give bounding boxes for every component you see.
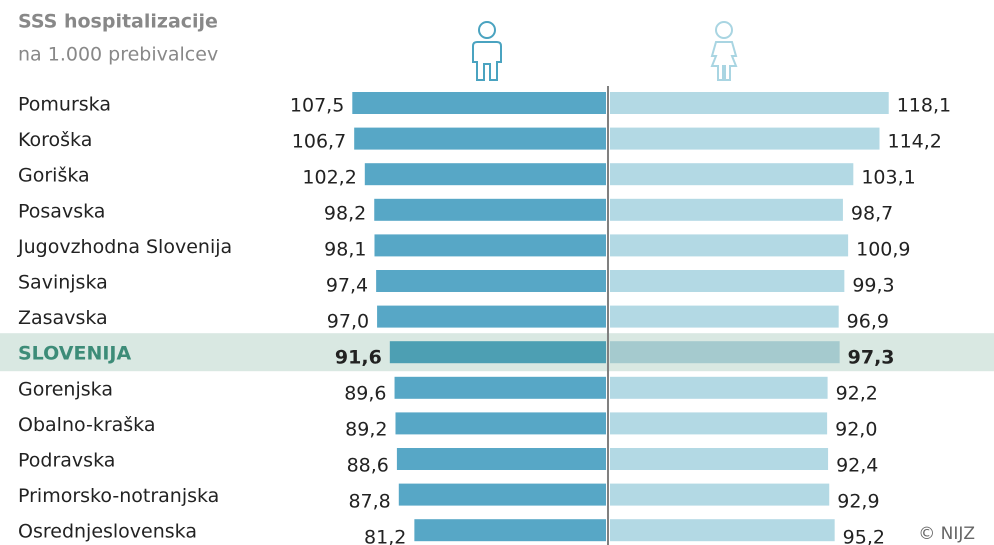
value-label: 107,5 <box>290 95 344 117</box>
category-label: Pomurska <box>18 94 111 116</box>
category-label: Goriška <box>18 165 90 187</box>
bar <box>610 305 839 328</box>
category-label: SLOVENIJA <box>18 343 131 365</box>
bar <box>610 127 880 150</box>
value-label: 91,6 <box>335 347 382 369</box>
credit: © NIJZ <box>918 524 975 544</box>
bar <box>610 376 828 399</box>
bar <box>377 305 606 328</box>
bar <box>610 519 835 542</box>
value-label: 99,3 <box>852 275 894 297</box>
female-icon <box>710 21 738 81</box>
category-label: Osrednjeslovenska <box>18 521 197 543</box>
category-label: Gorenjska <box>18 378 113 400</box>
bar <box>389 341 606 364</box>
bar <box>395 412 606 435</box>
value-label: 100,9 <box>856 239 910 261</box>
bar <box>374 198 606 221</box>
bar <box>610 270 845 292</box>
category-label: Savinjska <box>18 272 108 294</box>
value-label: 92,9 <box>837 491 879 513</box>
value-label: 97,3 <box>848 347 895 369</box>
value-label: 106,7 <box>292 131 346 153</box>
value-label: 97,0 <box>327 311 369 333</box>
bar <box>398 483 606 506</box>
category-label: Podravska <box>18 450 115 472</box>
value-label: 88,6 <box>347 455 389 477</box>
value-label: 103,1 <box>861 167 915 189</box>
bar <box>394 376 606 399</box>
value-label: 102,2 <box>302 167 356 189</box>
bar <box>376 270 606 292</box>
category-label: Posavska <box>18 200 105 222</box>
value-label: 92,4 <box>836 455 878 477</box>
value-label: 98,7 <box>851 203 893 225</box>
bar <box>610 163 854 186</box>
value-label: 118,1 <box>897 95 951 117</box>
bar <box>610 483 830 506</box>
male-icon <box>472 21 502 81</box>
category-label: Primorsko-notranjska <box>18 485 219 507</box>
chart-title: SSS hospitalizacije <box>18 11 218 33</box>
value-label: 95,2 <box>843 527 885 545</box>
bar <box>610 198 843 221</box>
bar <box>610 92 889 114</box>
value-label: 87,8 <box>348 491 390 513</box>
bar <box>364 163 606 186</box>
chart-subtitle: na 1.000 prebivalcev <box>18 44 218 66</box>
bar <box>610 448 829 470</box>
category-label: Obalno-kraška <box>18 414 155 436</box>
bar <box>610 234 849 257</box>
bar <box>414 519 606 542</box>
value-label: 98,1 <box>324 239 366 261</box>
value-label: 92,2 <box>836 383 878 405</box>
value-label: 81,2 <box>364 527 406 545</box>
category-label: Zasavska <box>18 307 108 329</box>
value-label: 96,9 <box>847 311 889 333</box>
bar <box>396 448 606 470</box>
value-label: 97,4 <box>326 275 368 297</box>
value-label: 89,2 <box>345 419 387 441</box>
category-label: Jugovzhodna Slovenija <box>17 236 232 258</box>
value-label: 89,6 <box>344 383 386 405</box>
bar <box>354 127 606 150</box>
bar <box>374 234 606 257</box>
value-label: 92,0 <box>835 419 877 441</box>
bar <box>352 92 606 114</box>
bar <box>610 341 840 364</box>
category-label: Koroška <box>18 129 92 151</box>
bar <box>610 412 828 435</box>
value-label: 114,2 <box>888 131 942 153</box>
value-label: 98,2 <box>324 203 366 225</box>
